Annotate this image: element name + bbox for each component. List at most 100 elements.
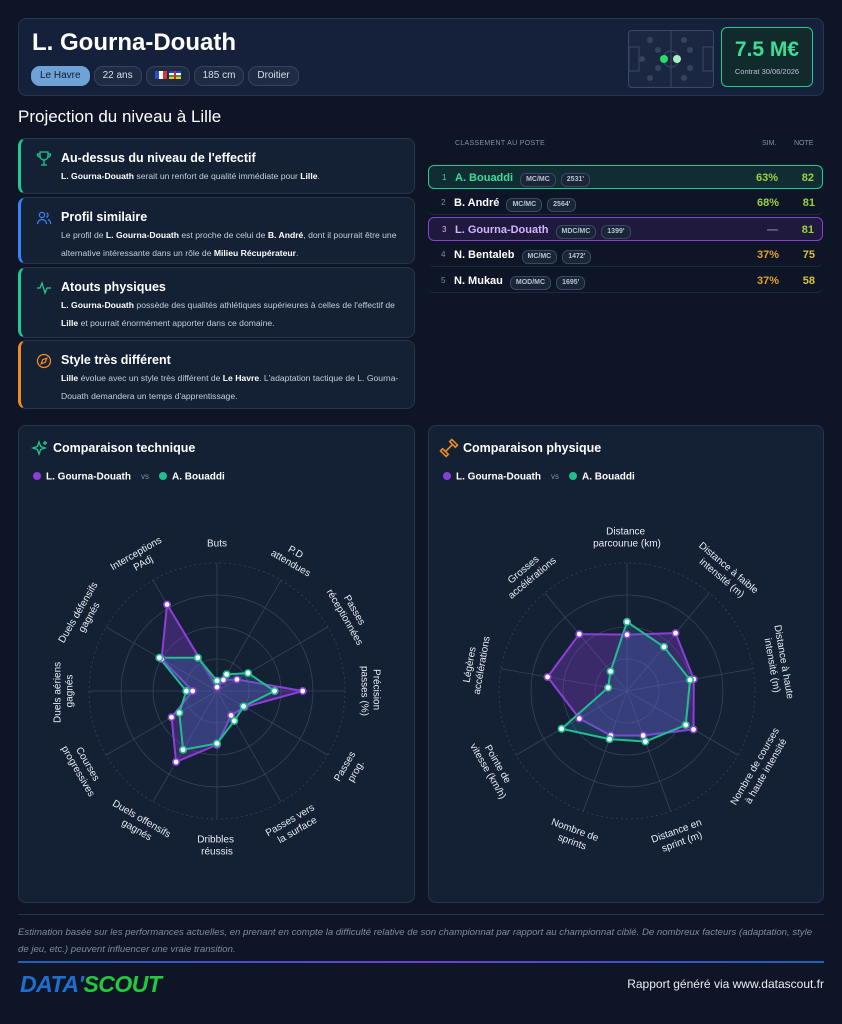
spoke (626, 592, 710, 692)
radar-card: Comparaison physique L. Gourna-Douath vs A.… (428, 425, 824, 903)
height-tag: 185 cm (193, 66, 245, 86)
text-segment: L. Gourna-Douath (61, 171, 135, 181)
insight-title: Style très différent (61, 353, 171, 367)
spoke (515, 690, 628, 756)
elo-pill: 1695' (556, 276, 586, 290)
axis-label: Distance en sprint (m) (650, 816, 710, 857)
insight-text: L. Gourna-Douath possède des qualités at… (61, 296, 406, 332)
grid-ring (498, 562, 756, 820)
section-title: Projection du niveau à Lille (18, 107, 222, 126)
data-point (575, 630, 584, 639)
rank: 2 (441, 198, 446, 207)
axis-label: Nombre de sprints (546, 817, 603, 856)
data-point (575, 714, 584, 723)
insight-icon (36, 211, 52, 225)
text-segment: B. André (267, 230, 304, 240)
elo-pill: 1399' (601, 225, 631, 239)
dumbbell-icon (439, 438, 459, 458)
data-point (193, 653, 202, 662)
insight-card: Atouts physiques L. Gourna-Douath possède… (18, 267, 415, 338)
similarity: 37% (756, 275, 779, 287)
data-point (239, 702, 248, 711)
text-segment: Le Havre (222, 373, 260, 383)
note: 81 (801, 224, 814, 236)
axis-label: Distance à faible intensité (m) (689, 540, 763, 607)
axis-label: Interceptions PAdj (109, 534, 173, 584)
market-value: 7.5 M€ (734, 38, 800, 61)
insight-title: Au-dessus du niveau de l'effectif (61, 151, 256, 165)
axis-label: Légères accélérations (460, 633, 493, 695)
position-pill: MOD/MC (509, 276, 552, 290)
disclaimer: Estimation basée sur les performances ac… (18, 927, 813, 955)
legend-label: A. Bouaddi (172, 472, 225, 483)
sparkle-icon (30, 439, 48, 457)
ranking-title: CLASSEMENT AU POSTE (455, 140, 545, 147)
age-tag: 22 ans (93, 66, 142, 86)
spoke (216, 690, 329, 756)
text-segment: . L'adaptation tactique de L. Gourna-Dou… (61, 373, 399, 401)
chart-title: Comparaison technique (53, 441, 195, 455)
text-segment: Lille (300, 171, 318, 181)
note: 81 (802, 197, 815, 209)
text-segment: . (317, 171, 320, 181)
data-point (222, 670, 231, 679)
chart-title: Comparaison physique (463, 441, 601, 455)
data-point (686, 675, 695, 684)
axis-label: Grosses accélérations (499, 546, 559, 601)
foot-tag: Droitier (248, 66, 299, 86)
radar-chart: Comparaison physique L. Gourna-Douath vs A.… (439, 438, 796, 857)
logo-part: SCOUT (83, 971, 162, 997)
data-point (179, 745, 188, 754)
text-segment: L. Gourna-Douath (61, 300, 135, 310)
note: 82 (801, 172, 814, 184)
data-point (623, 617, 632, 626)
position-pill: MDC/MC (555, 225, 597, 239)
insight-card: Au-dessus du niveau de l'effectif L. Gour… (18, 138, 415, 194)
note-header: NOTE (794, 140, 814, 147)
rank: 5 (441, 276, 446, 285)
similarity: — (767, 224, 778, 236)
data-point (172, 757, 181, 766)
sim-header: SIM. (762, 140, 777, 147)
text-segment: Milieu Récupérateur (213, 248, 297, 258)
insight-icon (36, 353, 52, 369)
legend-label: L. Gourna-Douath (456, 472, 541, 483)
radar-chart: Comparaison technique L. Gourna-Douath vs A… (30, 439, 382, 858)
player: N. Mukau MOD/MC 1695' (454, 269, 586, 293)
ranking-row: 5 N. Mukau MOD/MC 1695' 37% 58 (428, 269, 823, 293)
accent-line (18, 961, 824, 963)
text-segment: Lille (61, 318, 79, 328)
similarity: 37% (756, 249, 779, 261)
insight-icon (36, 151, 52, 166)
data-point (606, 667, 615, 676)
insight-title: Atouts physiques (61, 280, 166, 294)
note: 58 (802, 275, 815, 287)
ranking-row: 4 N. Bentaleb MC/MC 1472' 37% 75 (428, 243, 823, 267)
data-point (604, 683, 613, 692)
text-segment: évolue avec un style très différent de (78, 373, 223, 383)
axis-label: Passes vers la surface (264, 801, 325, 850)
data-point (232, 675, 241, 684)
data-point (623, 630, 632, 639)
axis-label: Duels défensifs gagnés (57, 578, 112, 651)
value-box: 7.5 M€ Contrat 30/06/2026 (721, 27, 813, 87)
data-point (230, 716, 239, 725)
spoke (582, 690, 628, 812)
pitch-icon (628, 30, 714, 88)
legend-swatch (569, 472, 577, 480)
data-point (244, 669, 253, 678)
ranking-row: 1 A. Bouaddi MC/MC 2531' 63% 82 (428, 165, 823, 189)
flags (154, 71, 181, 79)
insight-icon (37, 281, 51, 295)
elo-pill: 2564' (547, 198, 577, 212)
insight-title: Profil similaire (61, 210, 148, 224)
data-point (175, 708, 184, 717)
flags-tag (145, 66, 190, 86)
player-name: L. Gourna-Douath (32, 29, 236, 56)
note: 75 (802, 249, 815, 261)
player: B. André MC/MC 2564' (454, 191, 577, 215)
axis-label: Duels offensifs gagnés (104, 798, 175, 852)
player: L. Gourna-Douath MDC/MC 1399' (455, 218, 631, 242)
data-point (163, 600, 172, 609)
